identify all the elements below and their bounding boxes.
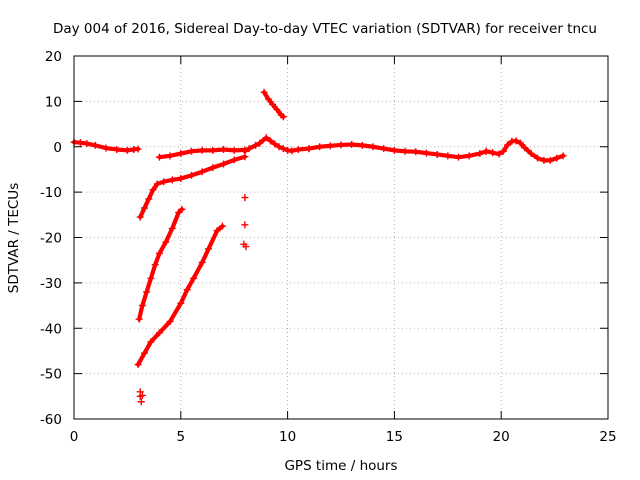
- y-tick-label: -10: [40, 185, 62, 201]
- series-band: [138, 154, 247, 220]
- series-segment: [135, 205, 186, 323]
- series-band: [306, 142, 489, 160]
- series-band: [522, 145, 566, 163]
- series-band: [242, 135, 312, 154]
- x-tick-label: 10: [279, 429, 296, 445]
- y-tick-label: -20: [40, 231, 62, 247]
- y-tick-label: 10: [45, 94, 62, 110]
- series-segment: [70, 138, 142, 154]
- x-tick-label: 25: [599, 429, 616, 445]
- x-tick-label: 20: [493, 429, 510, 445]
- y-tick-label: 20: [45, 49, 62, 65]
- series-segment: [134, 222, 226, 369]
- chart-title: Day 004 of 2016, Sidereal Day-to-day VTE…: [53, 21, 597, 37]
- series-band: [71, 140, 141, 153]
- y-tick-label: -30: [40, 276, 62, 292]
- data-point: [241, 194, 249, 202]
- x-tick-label: 5: [177, 429, 186, 445]
- series-segment: [260, 88, 287, 121]
- series-segment: [136, 194, 250, 406]
- y-tick-label: -50: [40, 367, 62, 383]
- y-tick-label: -60: [40, 412, 62, 428]
- x-tick-labels: 0 5 10 15 20 25: [70, 429, 617, 445]
- data-point: [241, 221, 249, 229]
- series-band: [262, 90, 286, 119]
- x-tick-label: 15: [386, 429, 403, 445]
- data-point: [242, 243, 250, 251]
- series-band: [135, 224, 225, 367]
- y-axis-label: SDTVAR / TECUs: [6, 183, 22, 293]
- x-tick-label: 0: [70, 429, 79, 445]
- series-segment: [241, 134, 313, 155]
- y-tick-label: -40: [40, 321, 62, 337]
- series-segment: [155, 145, 249, 161]
- y-tick-labels: -60 -50 -40 -30 -20 -10 0 10 20: [40, 49, 62, 428]
- y-tick-label: 0: [53, 140, 62, 156]
- x-axis-label: GPS time / hours: [284, 458, 397, 474]
- series-band: [484, 138, 527, 157]
- series-segment: [521, 144, 567, 164]
- series-segment: [136, 153, 249, 221]
- axis-ticks: [73, 55, 609, 420]
- series-band: [157, 147, 247, 160]
- data-point: [137, 398, 145, 406]
- data-series: [70, 88, 567, 406]
- series-segment: [305, 140, 490, 161]
- data-point: [138, 391, 146, 399]
- series-band: [137, 207, 184, 322]
- grid-lines: [74, 56, 608, 419]
